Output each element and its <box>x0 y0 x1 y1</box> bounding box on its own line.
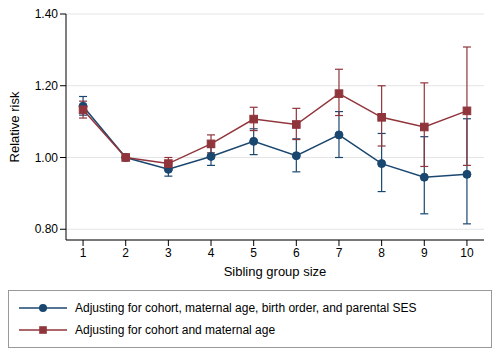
svg-text:4: 4 <box>208 246 215 260</box>
svg-text:1.00: 1.00 <box>35 151 59 165</box>
svg-text:1.20: 1.20 <box>35 79 59 93</box>
svg-text:3: 3 <box>165 246 172 260</box>
svg-text:9: 9 <box>421 246 428 260</box>
svg-text:7: 7 <box>336 246 343 260</box>
svg-text:10: 10 <box>460 246 474 260</box>
svg-text:5: 5 <box>250 246 257 260</box>
svg-text:Relative risk: Relative risk <box>8 91 22 162</box>
svg-text:6: 6 <box>293 246 300 260</box>
svg-text:Sibling group size: Sibling group size <box>224 264 327 279</box>
svg-text:0.80: 0.80 <box>35 222 59 236</box>
html-text:Adjusting for cohort, maternal: Adjusting for cohort, maternal age, birt… <box>75 301 417 315</box>
svg-text:2: 2 <box>122 246 129 260</box>
svg-text:1: 1 <box>80 246 87 260</box>
html-text:Adjusting for cohort and mater: Adjusting for cohort and maternal age <box>75 323 276 337</box>
svg-text:1.40: 1.40 <box>35 8 59 21</box>
svg-text:8: 8 <box>378 246 385 260</box>
